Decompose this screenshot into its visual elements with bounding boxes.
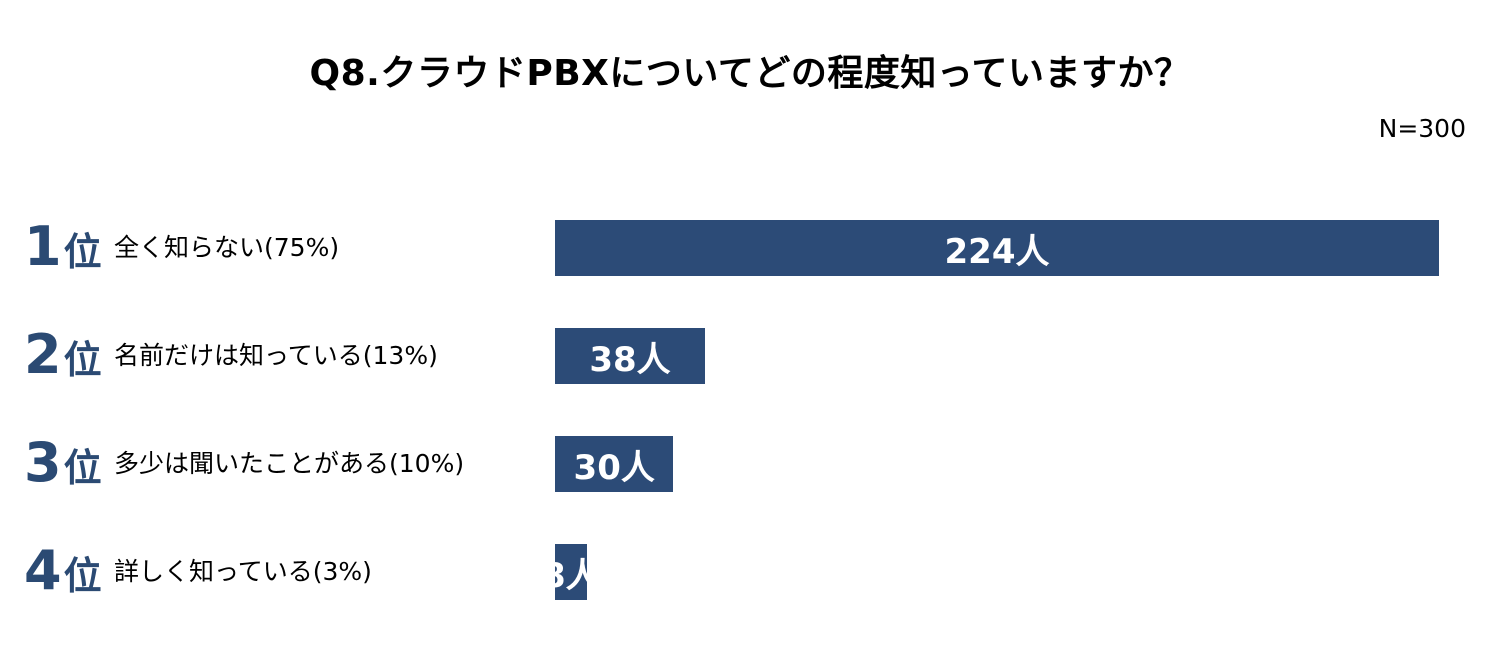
rank-number: 4 [24, 539, 62, 602]
rank-badge: 4位 [24, 541, 102, 614]
chart-row-2: 2位 名前だけは知っている(13%) 38人 [0, 325, 1500, 385]
rank-badge: 3位 [24, 433, 102, 506]
chart-row-1: 1位 全く知らない(75%) 224人 [0, 217, 1500, 277]
category-label: 多少は聞いたことがある(10%) [114, 449, 465, 478]
bar-value-label: 38人 [589, 339, 671, 380]
bar-value-label: 30人 [573, 447, 655, 488]
bar-value-label: 224人 [944, 231, 1050, 272]
chart-row-3: 3位 多少は聞いたことがある(10%) 30人 [0, 433, 1500, 493]
rank-suffix: 位 [63, 230, 102, 274]
bar: 8人 [542, 544, 600, 600]
category-label: 全く知らない(75%) [114, 233, 340, 262]
bar-value-label: 8人 [541, 555, 600, 596]
rank-number: 2 [24, 323, 62, 386]
bar: 30人 [555, 436, 674, 492]
chart-row-4: 4位 詳しく知っている(3%) 8人 [0, 541, 1500, 601]
rank-suffix: 位 [63, 338, 102, 382]
rank-suffix: 位 [63, 554, 102, 598]
rank-number: 3 [24, 431, 62, 494]
rank-suffix: 位 [63, 446, 102, 490]
chart-title: Q8.クラウドPBXについてどの程度知っていますか？ [309, 53, 1191, 94]
category-label: 詳しく知っている(3%) [114, 557, 372, 586]
sample-size-note: N=300 [1378, 114, 1466, 143]
category-label: 名前だけは知っている(13%) [114, 341, 438, 370]
rank-badge: 2位 [24, 325, 102, 398]
bar: 38人 [555, 328, 705, 384]
rank-number: 1 [24, 215, 62, 278]
bar: 224人 [555, 220, 1439, 276]
rank-badge: 1位 [24, 217, 102, 290]
